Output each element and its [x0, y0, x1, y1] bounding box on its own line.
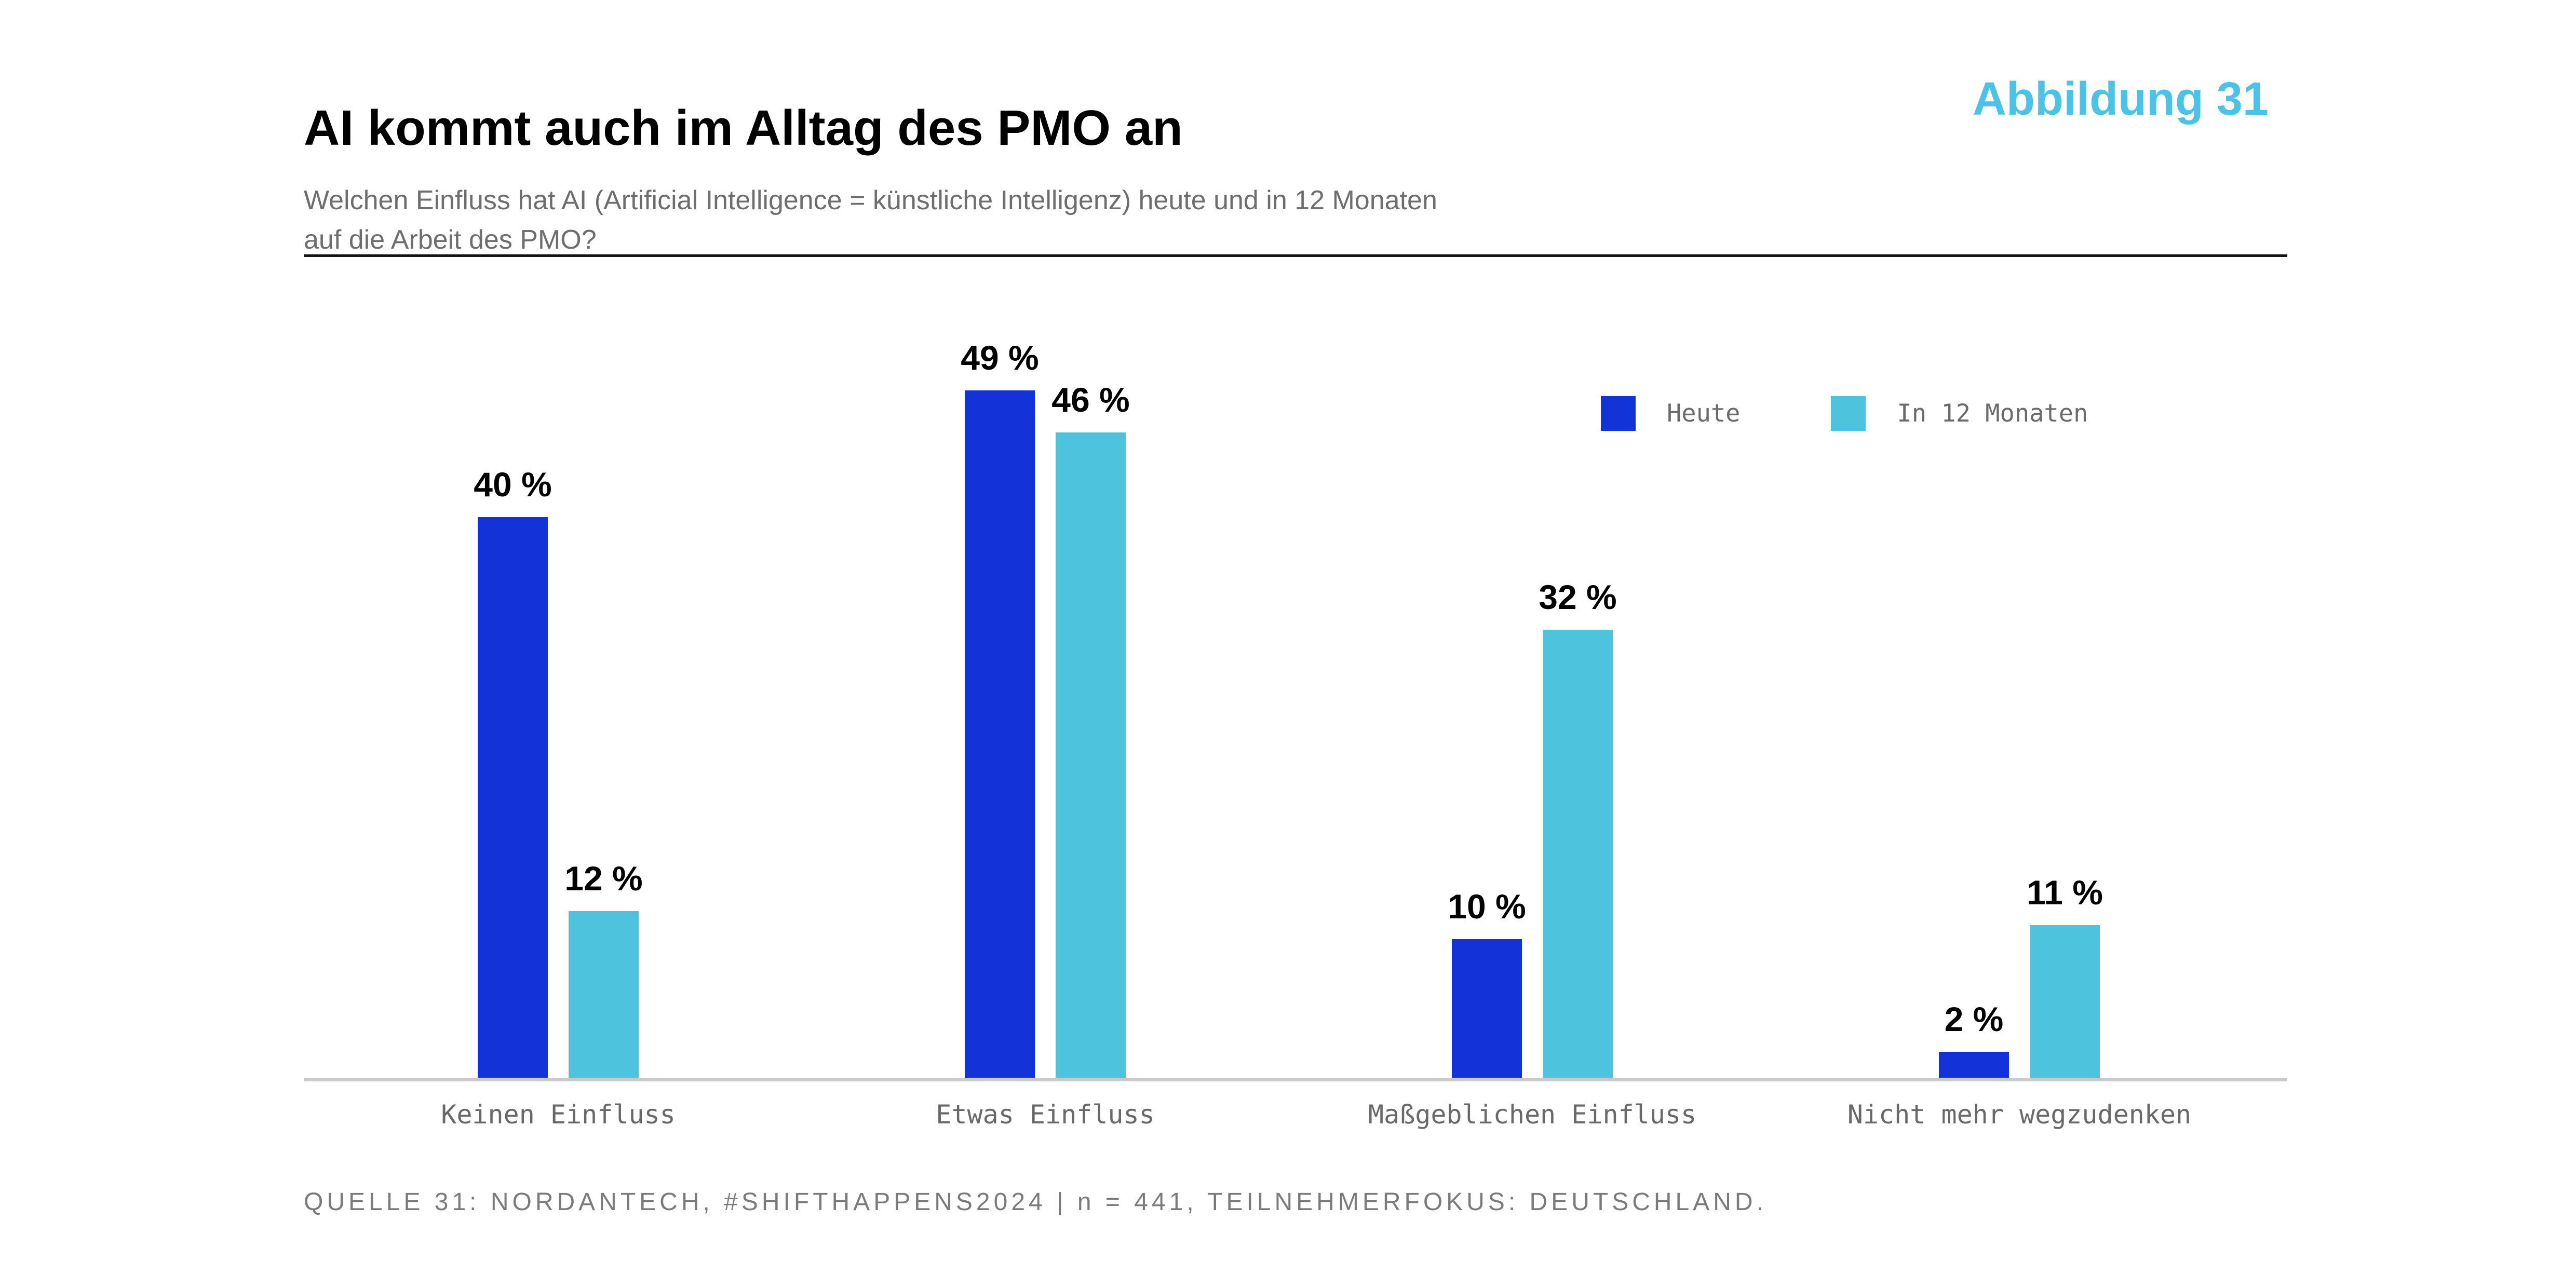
bar-in-12-monaten-ma-geblichen-einfluss: [1543, 630, 1613, 1080]
bar-heute-keinen-einfluss: [478, 517, 548, 1080]
bar-in-12-monaten-etwas-einfluss: [1056, 432, 1126, 1080]
subtitle-line-1: Welchen Einfluss hat AI (Artificial Inte…: [304, 185, 1437, 215]
value-label-in-12-monaten-etwas-einfluss: 46 %: [1051, 381, 1130, 419]
value-label-in-12-monaten-nicht-mehr-wegzudenken: 11 %: [2027, 873, 2103, 912]
value-label-heute-keinen-einfluss: 40 %: [474, 465, 552, 504]
bar-heute-ma-geblichen-einfluss: [1452, 939, 1522, 1080]
value-label-heute-nicht-mehr-wegzudenken: 2 %: [1944, 1000, 2004, 1038]
source-note: QUELLE 31: NORDANTECH, #SHIFTHAPPENS2024…: [304, 1188, 1767, 1216]
category-label-nicht-mehr-wegzudenken: Nicht mehr wegzudenken: [1847, 1100, 2192, 1130]
subtitle-line-2: auf die Arbeit des PMO?: [304, 225, 597, 255]
header-divider: [304, 254, 2287, 257]
bar-in-12-monaten-nicht-mehr-wegzudenken: [2030, 925, 2100, 1080]
legend-swatch-heute: [1601, 396, 1636, 431]
bar-heute-etwas-einfluss: [965, 390, 1035, 1080]
chart-legend: Heute In 12 Monaten: [1601, 396, 2088, 431]
subtitle: Welchen Einfluss hat AI (Artificial Inte…: [304, 181, 1437, 260]
legend-label-heute: Heute: [1667, 399, 1741, 428]
figure-label: Abbildung 31: [1973, 73, 2269, 125]
category-label-ma-geblichen-einfluss: Maßgeblichen Einfluss: [1368, 1100, 1697, 1130]
page-title: AI kommt auch im Alltag des PMO an: [304, 100, 1183, 156]
value-label-in-12-monaten-ma-geblichen-einfluss: 32 %: [1539, 578, 1617, 616]
x-axis-line: [304, 1078, 2287, 1081]
bar-in-12-monaten-keinen-einfluss: [569, 911, 639, 1080]
category-label-etwas-einfluss: Etwas Einfluss: [936, 1100, 1155, 1130]
bar-heute-nicht-mehr-wegzudenken: [1939, 1052, 2009, 1080]
value-label-heute-etwas-einfluss: 49 %: [961, 338, 1039, 377]
legend-item-in-12-monaten: In 12 Monaten: [1831, 396, 2088, 431]
value-label-heute-ma-geblichen-einfluss: 10 %: [1448, 887, 1526, 926]
value-label-in-12-monaten-keinen-einfluss: 12 %: [564, 859, 643, 898]
legend-label-in-12-monaten: In 12 Monaten: [1897, 399, 2088, 428]
legend-item-heute: Heute: [1601, 396, 1740, 431]
category-label-keinen-einfluss: Keinen Einfluss: [441, 1100, 676, 1130]
legend-swatch-in-12-monaten: [1831, 396, 1866, 431]
